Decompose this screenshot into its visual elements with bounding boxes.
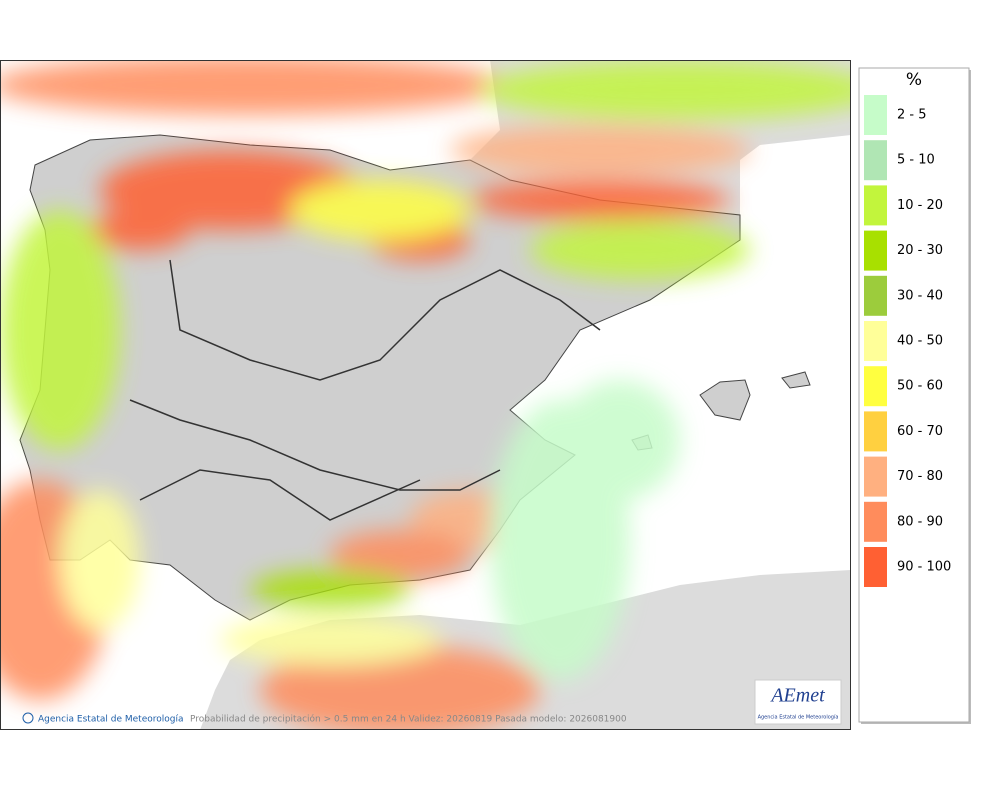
legend-label: 80 - 90 bbox=[897, 514, 943, 529]
legend-title: % bbox=[906, 70, 922, 90]
legend-swatch bbox=[864, 456, 887, 497]
legend-swatch bbox=[864, 230, 887, 271]
legend-label: 2 - 5 bbox=[897, 108, 927, 123]
copyright-icon bbox=[22, 712, 34, 724]
legend-swatch bbox=[864, 321, 887, 361]
legend-label: 20 - 30 bbox=[897, 243, 943, 258]
logo-subtitle: Agencia Estatal de Meteorología bbox=[758, 714, 839, 721]
legend-swatch bbox=[864, 95, 887, 135]
legend-label: 50 - 60 bbox=[897, 379, 943, 394]
legend-swatch bbox=[864, 185, 887, 226]
logo-name: AEmet bbox=[769, 685, 825, 707]
legend-label: 60 - 70 bbox=[897, 424, 943, 439]
legend-swatch bbox=[864, 366, 887, 407]
mallorca bbox=[699, 379, 751, 421]
legend-swatch bbox=[864, 547, 887, 587]
credit-text: Agencia Estatal de Meteorología bbox=[38, 715, 184, 725]
map bbox=[0, 60, 851, 730]
precipitation-field bbox=[0, 60, 851, 730]
legend-label: 30 - 40 bbox=[897, 288, 943, 303]
map-frame bbox=[0, 60, 851, 730]
borders bbox=[139, 469, 421, 521]
caption: Probabilidad de precipitación > 0.5 mm e… bbox=[190, 714, 627, 725]
logo: AEmet Agencia Estatal de Meteorología bbox=[754, 679, 842, 725]
legend-label: 90 - 100 bbox=[897, 560, 951, 575]
legend-label: 5 - 10 bbox=[897, 153, 935, 168]
legend-label: 70 - 80 bbox=[897, 469, 943, 484]
legend-label: 10 - 20 bbox=[897, 198, 943, 213]
legend-label: 40 - 50 bbox=[897, 334, 943, 349]
legend-swatch bbox=[864, 501, 887, 542]
legend: % 2 - 5 5 - 10 10 - 20 20 - 30 30 - 40 40 - 5… bbox=[858, 67, 971, 724]
legend-swatch bbox=[864, 140, 887, 181]
credit: Agencia Estatal de Meteorología Probabil… bbox=[22, 712, 627, 725]
logo-box bbox=[754, 679, 842, 725]
legend-swatch bbox=[864, 411, 887, 452]
borders bbox=[169, 259, 601, 381]
legend-swatch bbox=[864, 275, 887, 316]
menorca bbox=[781, 371, 811, 389]
borders bbox=[129, 399, 501, 491]
